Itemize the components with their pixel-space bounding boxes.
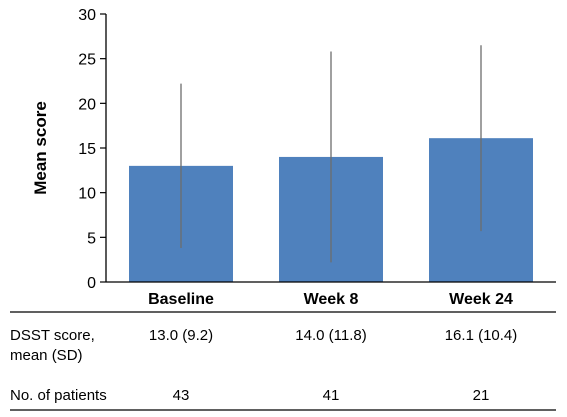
y-tick-label: 10 xyxy=(78,186,96,203)
table-cell: 16.1 (10.4) xyxy=(445,327,518,344)
table-cell: 21 xyxy=(473,387,490,404)
y-tick-label: 5 xyxy=(87,230,96,247)
category-label: Baseline xyxy=(148,291,214,308)
y-axis-title: Mean score xyxy=(31,101,50,195)
error-bars xyxy=(180,45,482,263)
y-tick-label: 30 xyxy=(78,7,96,24)
table-cell: 13.0 (9.2) xyxy=(149,327,213,344)
y-axis-ticks: 0 5 10 15 20 25 30 xyxy=(78,7,106,292)
y-tick-label: 0 xyxy=(87,275,96,292)
category-label: Week 8 xyxy=(304,291,359,308)
y-tick-label: 15 xyxy=(78,141,96,158)
category-label: Week 24 xyxy=(449,291,513,308)
data-table: DSST score, mean (SD) 13.0 (9.2) 14.0 (11.8… xyxy=(10,327,517,404)
y-tick-label: 20 xyxy=(78,96,96,113)
category-labels: Baseline Week 8 Week 24 xyxy=(148,291,513,308)
table-row-label: DSST score, xyxy=(10,327,95,344)
table-cell: 43 xyxy=(173,387,190,404)
table-cell: 41 xyxy=(323,387,340,404)
table-row-label: mean (SD) xyxy=(10,347,83,364)
table-row-label: No. of patients xyxy=(10,387,107,404)
y-tick-label: 25 xyxy=(78,52,96,69)
table-cell: 14.0 (11.8) xyxy=(295,327,366,344)
